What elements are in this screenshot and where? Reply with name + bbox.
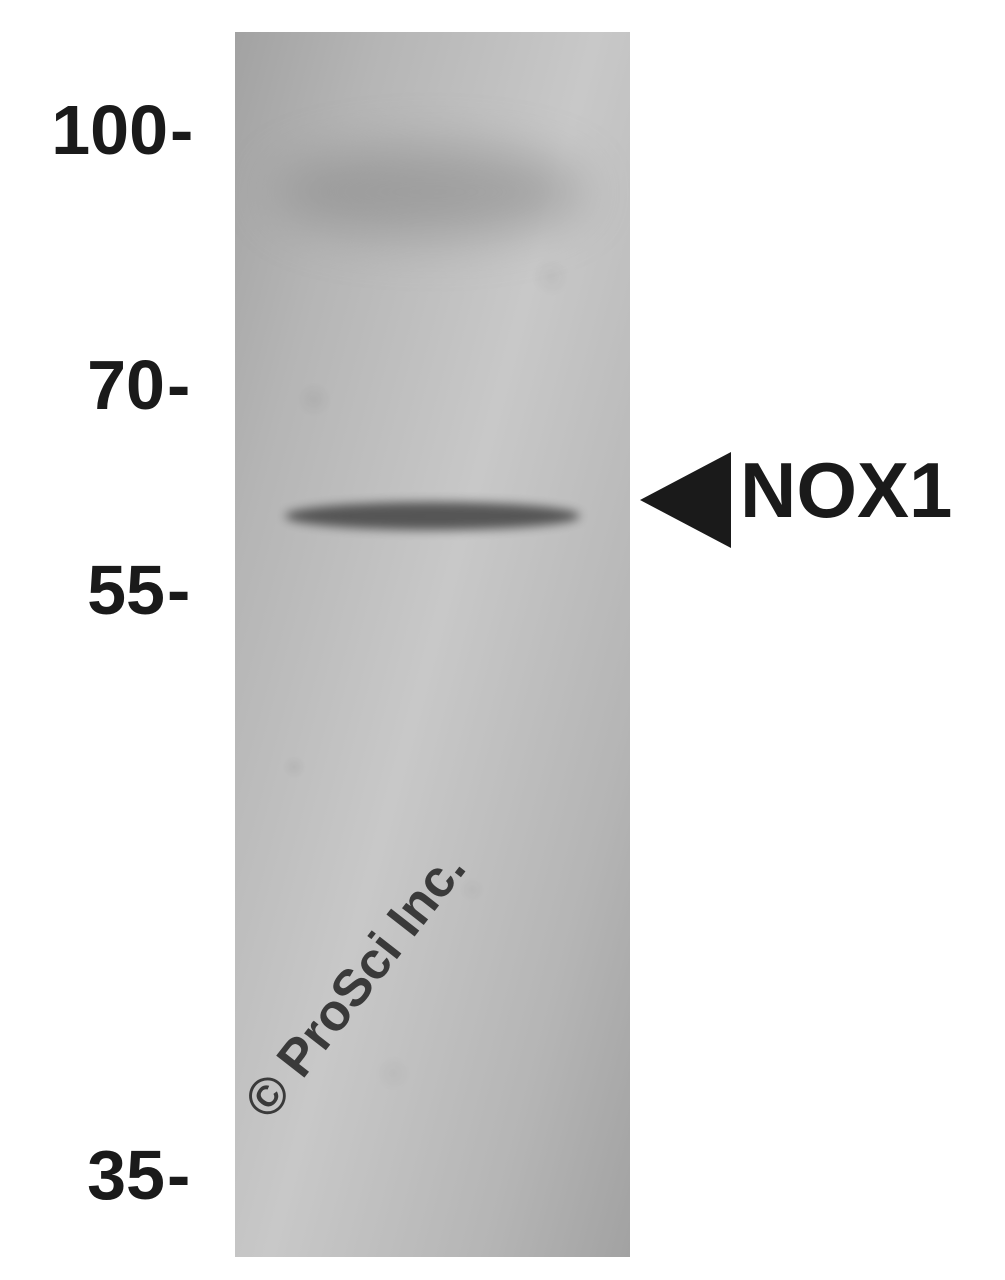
mw-marker-55: 55 (65, 550, 165, 630)
western-blot-figure: © ProSci Inc. 100-70-55-35- NOX1 (0, 0, 1005, 1280)
mw-marker-dash-35: - (167, 1135, 190, 1215)
blot-lane: © ProSci Inc. (235, 32, 630, 1257)
mw-marker-35: 35 (65, 1135, 165, 1215)
mw-marker-100: 100 (20, 90, 168, 170)
mw-marker-dash-100: - (170, 90, 193, 170)
protein-arrow-icon (640, 452, 731, 548)
protein-name-label: NOX1 (740, 445, 952, 536)
mw-marker-dash-70: - (167, 345, 190, 425)
mw-marker-dash-55: - (167, 550, 190, 630)
mw-marker-70: 70 (65, 345, 165, 425)
